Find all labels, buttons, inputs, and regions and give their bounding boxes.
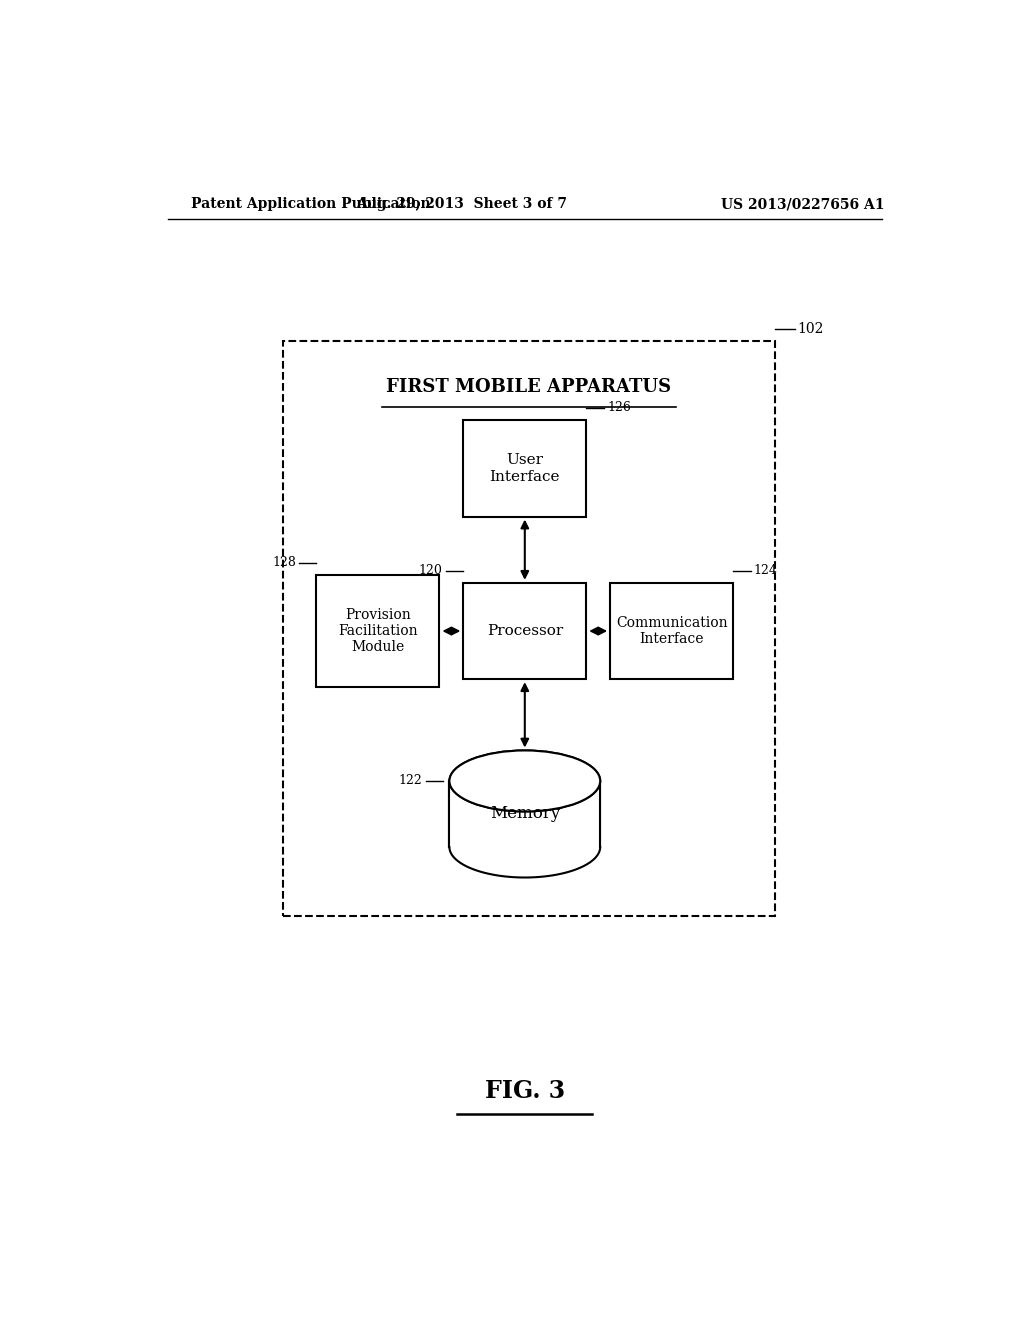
Text: 122: 122 [398,775,423,788]
Bar [316,576,439,686]
Text: US 2013/0227656 A1: US 2013/0227656 A1 [721,197,885,211]
Text: 126: 126 [607,401,631,414]
Bar [610,582,733,680]
Text: Aug. 29, 2013  Sheet 3 of 7: Aug. 29, 2013 Sheet 3 of 7 [355,197,567,211]
Text: FIRST MOBILE APPARATUS: FIRST MOBILE APPARATUS [386,378,672,396]
Ellipse shape [450,751,600,812]
Bar [463,582,587,680]
Ellipse shape [450,751,600,812]
Text: Communication
Interface: Communication Interface [615,616,727,645]
Text: 124: 124 [754,564,777,577]
Bar [463,420,587,516]
Text: 120: 120 [419,564,442,577]
Text: 128: 128 [272,557,296,569]
Text: FIG. 3: FIG. 3 [484,1080,565,1104]
Bar [283,342,775,916]
Text: Provision
Facilitation
Module: Provision Facilitation Module [338,607,418,655]
Text: Processor: Processor [486,624,563,638]
Bar [450,781,600,847]
Text: Memory: Memory [489,805,560,822]
Text: User
Interface: User Interface [489,453,560,483]
Text: Patent Application Publication: Patent Application Publication [191,197,431,211]
Text: 102: 102 [797,322,823,337]
